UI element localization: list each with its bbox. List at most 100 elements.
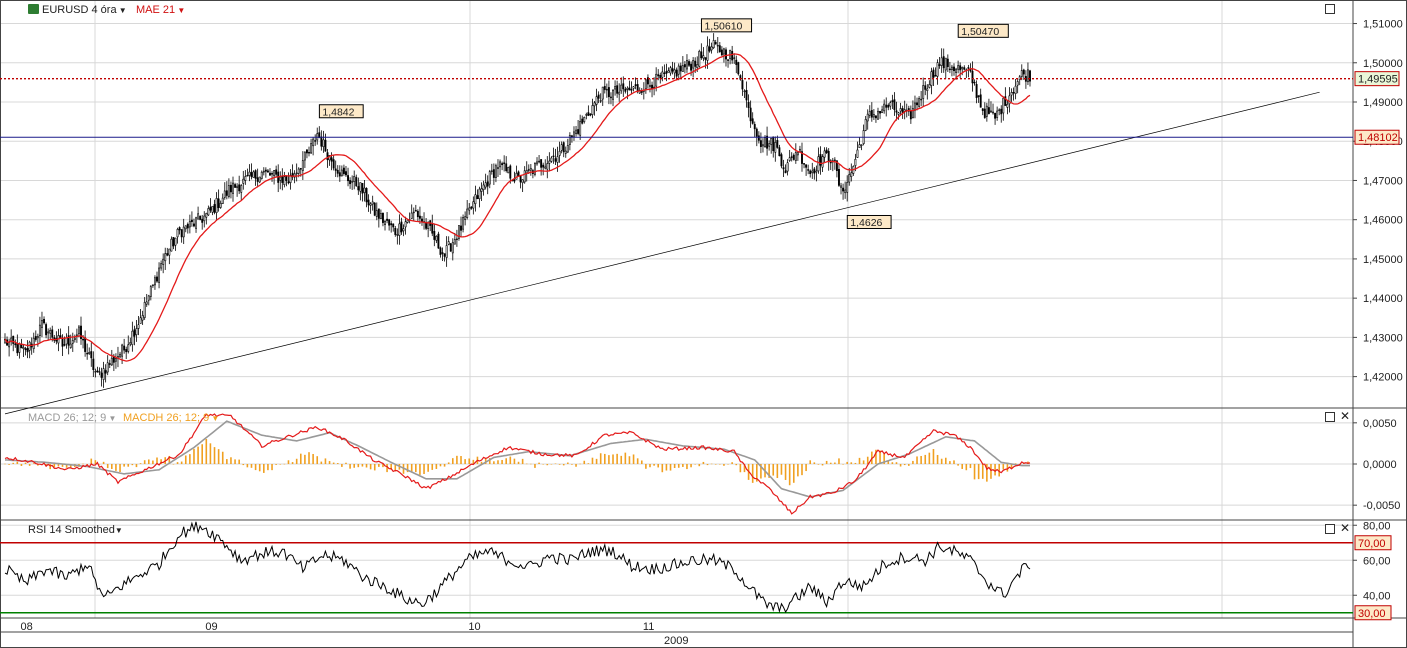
candle — [766, 126, 769, 156]
candle-body — [519, 175, 522, 183]
candle — [151, 284, 154, 288]
candle — [722, 47, 725, 63]
histogram-bar — [883, 453, 885, 464]
candle — [416, 209, 419, 222]
histogram-bar — [908, 464, 910, 466]
candle-body — [133, 329, 136, 337]
candle-body — [322, 139, 325, 147]
rsi-selector[interactable]: RSI 14 Smoothed▼ — [28, 524, 123, 536]
candle — [599, 93, 602, 104]
histogram-bar — [102, 461, 105, 464]
histogram-bar — [267, 464, 269, 471]
candle — [14, 339, 17, 348]
candle-body — [946, 58, 949, 67]
candle — [482, 180, 485, 196]
candle — [950, 64, 953, 77]
candle — [287, 172, 290, 185]
close-rsi-pane-icon[interactable]: ✕ — [1340, 521, 1351, 535]
candle — [445, 236, 448, 267]
candle-body — [24, 348, 27, 351]
close-macd-pane-icon[interactable]: ✕ — [1340, 409, 1351, 423]
symbol-selector[interactable]: EURUSD 4 óra ▼ — [28, 4, 127, 16]
candle — [67, 326, 70, 355]
candle — [365, 187, 368, 208]
candle — [581, 115, 584, 125]
candle — [188, 214, 191, 234]
candle-body — [295, 172, 298, 175]
candle — [774, 136, 777, 162]
candle — [45, 322, 48, 339]
candle — [176, 227, 179, 244]
candle — [1014, 78, 1017, 100]
candle-body — [398, 223, 401, 236]
candle-body — [979, 94, 982, 108]
candle — [396, 228, 399, 245]
candle — [1020, 64, 1023, 81]
candle-body — [774, 142, 777, 153]
candle — [390, 220, 393, 233]
candle-body — [702, 55, 705, 59]
candle-body — [285, 176, 288, 181]
candle-body — [778, 147, 781, 157]
macdh-selector[interactable]: MACDH 26; 12; 9 ▼ — [123, 412, 219, 424]
candle-body — [108, 363, 111, 365]
candle — [244, 170, 247, 185]
candle — [610, 92, 612, 105]
candle-body — [616, 85, 619, 94]
candle — [948, 61, 951, 74]
candle — [172, 237, 175, 250]
candle — [423, 212, 425, 230]
candle-body — [560, 144, 563, 151]
candle-body — [61, 338, 64, 347]
candle — [819, 146, 822, 175]
candle — [357, 177, 360, 195]
candle — [38, 316, 41, 343]
candle-body — [911, 108, 914, 119]
candle-body — [73, 337, 76, 340]
candle — [967, 64, 970, 78]
chevron-down-icon: ▼ — [116, 6, 127, 15]
candle — [887, 103, 890, 111]
maximize-pane-button[interactable] — [1325, 4, 1335, 14]
candle — [306, 149, 308, 159]
candle — [351, 175, 354, 190]
maximize-macd-pane-button[interactable] — [1325, 412, 1335, 422]
candle-body — [897, 112, 900, 115]
histogram-bar — [903, 464, 906, 466]
candle-body — [172, 237, 175, 247]
axis-price-box: 1,49595 — [1354, 71, 1400, 87]
candle-body — [186, 223, 189, 229]
candle-body — [692, 60, 695, 69]
histogram-bar — [567, 462, 569, 464]
candle — [476, 189, 479, 200]
candle-body — [992, 111, 994, 114]
candle-body — [410, 212, 413, 219]
histogram-bar — [924, 454, 927, 464]
candle — [889, 100, 892, 110]
candle — [585, 112, 588, 120]
macd-selector[interactable]: MACD 26; 12; 9 ▼ — [28, 412, 116, 424]
maximize-rsi-pane-button[interactable] — [1325, 524, 1335, 534]
candle — [252, 170, 255, 178]
candle — [661, 66, 664, 82]
histogram-bar — [657, 464, 660, 468]
candle — [65, 333, 68, 349]
candle-body — [858, 144, 861, 149]
histogram-bar — [957, 464, 959, 466]
histogram-bar — [480, 461, 483, 464]
candle — [671, 61, 674, 75]
candle — [102, 361, 105, 388]
y-tick-label: 1,49000 — [1363, 97, 1403, 109]
candle-body — [581, 118, 584, 124]
candle — [221, 193, 224, 205]
histogram-bar — [230, 457, 232, 464]
candle — [458, 225, 460, 241]
x-tick-label: 09 — [205, 621, 217, 633]
candle — [918, 96, 921, 108]
candle — [359, 182, 362, 201]
indicator-selector[interactable]: MAE 21 ▼ — [136, 4, 185, 16]
candle — [653, 77, 656, 96]
histogram-bar — [961, 464, 964, 469]
histogram-bar — [517, 461, 520, 464]
candle — [486, 175, 489, 195]
